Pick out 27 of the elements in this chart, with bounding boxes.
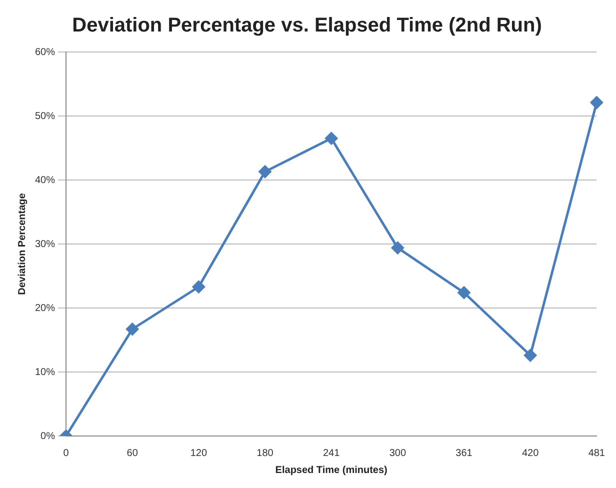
y-tick-label: 20% [35,302,56,314]
point [192,280,205,294]
x-tick-label: 120 [190,448,208,459]
y-tick-label: 0% [40,430,56,442]
point [524,349,537,362]
y-tick-label: 10% [35,366,56,378]
x-tick-label: 60 [126,448,138,459]
x-tick-label: 481 [588,448,606,459]
point [258,165,272,178]
y-tick-label: 50% [35,110,56,122]
x-tick-label: 361 [456,448,473,459]
point [391,242,404,254]
point [458,286,470,299]
y-tick-label: 60% [35,46,56,58]
x-tick-label: 241 [322,448,340,459]
x-tick-label: 180 [256,448,274,459]
y-tick-label: 40% [35,174,56,186]
x-tick-label: 300 [389,448,406,459]
x-axis-title: Elapsed Time (minutes) [275,464,388,476]
y-axis-title: Deviation Percentage [16,192,28,295]
point [325,132,338,145]
chart-title: Deviation Percentage vs. Elapsed Time (2nd Run) [72,14,542,37]
point [590,96,603,109]
x-tick-label: 0 [63,448,70,459]
x-tick-label: 420 [522,448,540,459]
point [126,322,139,336]
y-tick-label: 30% [35,238,56,250]
